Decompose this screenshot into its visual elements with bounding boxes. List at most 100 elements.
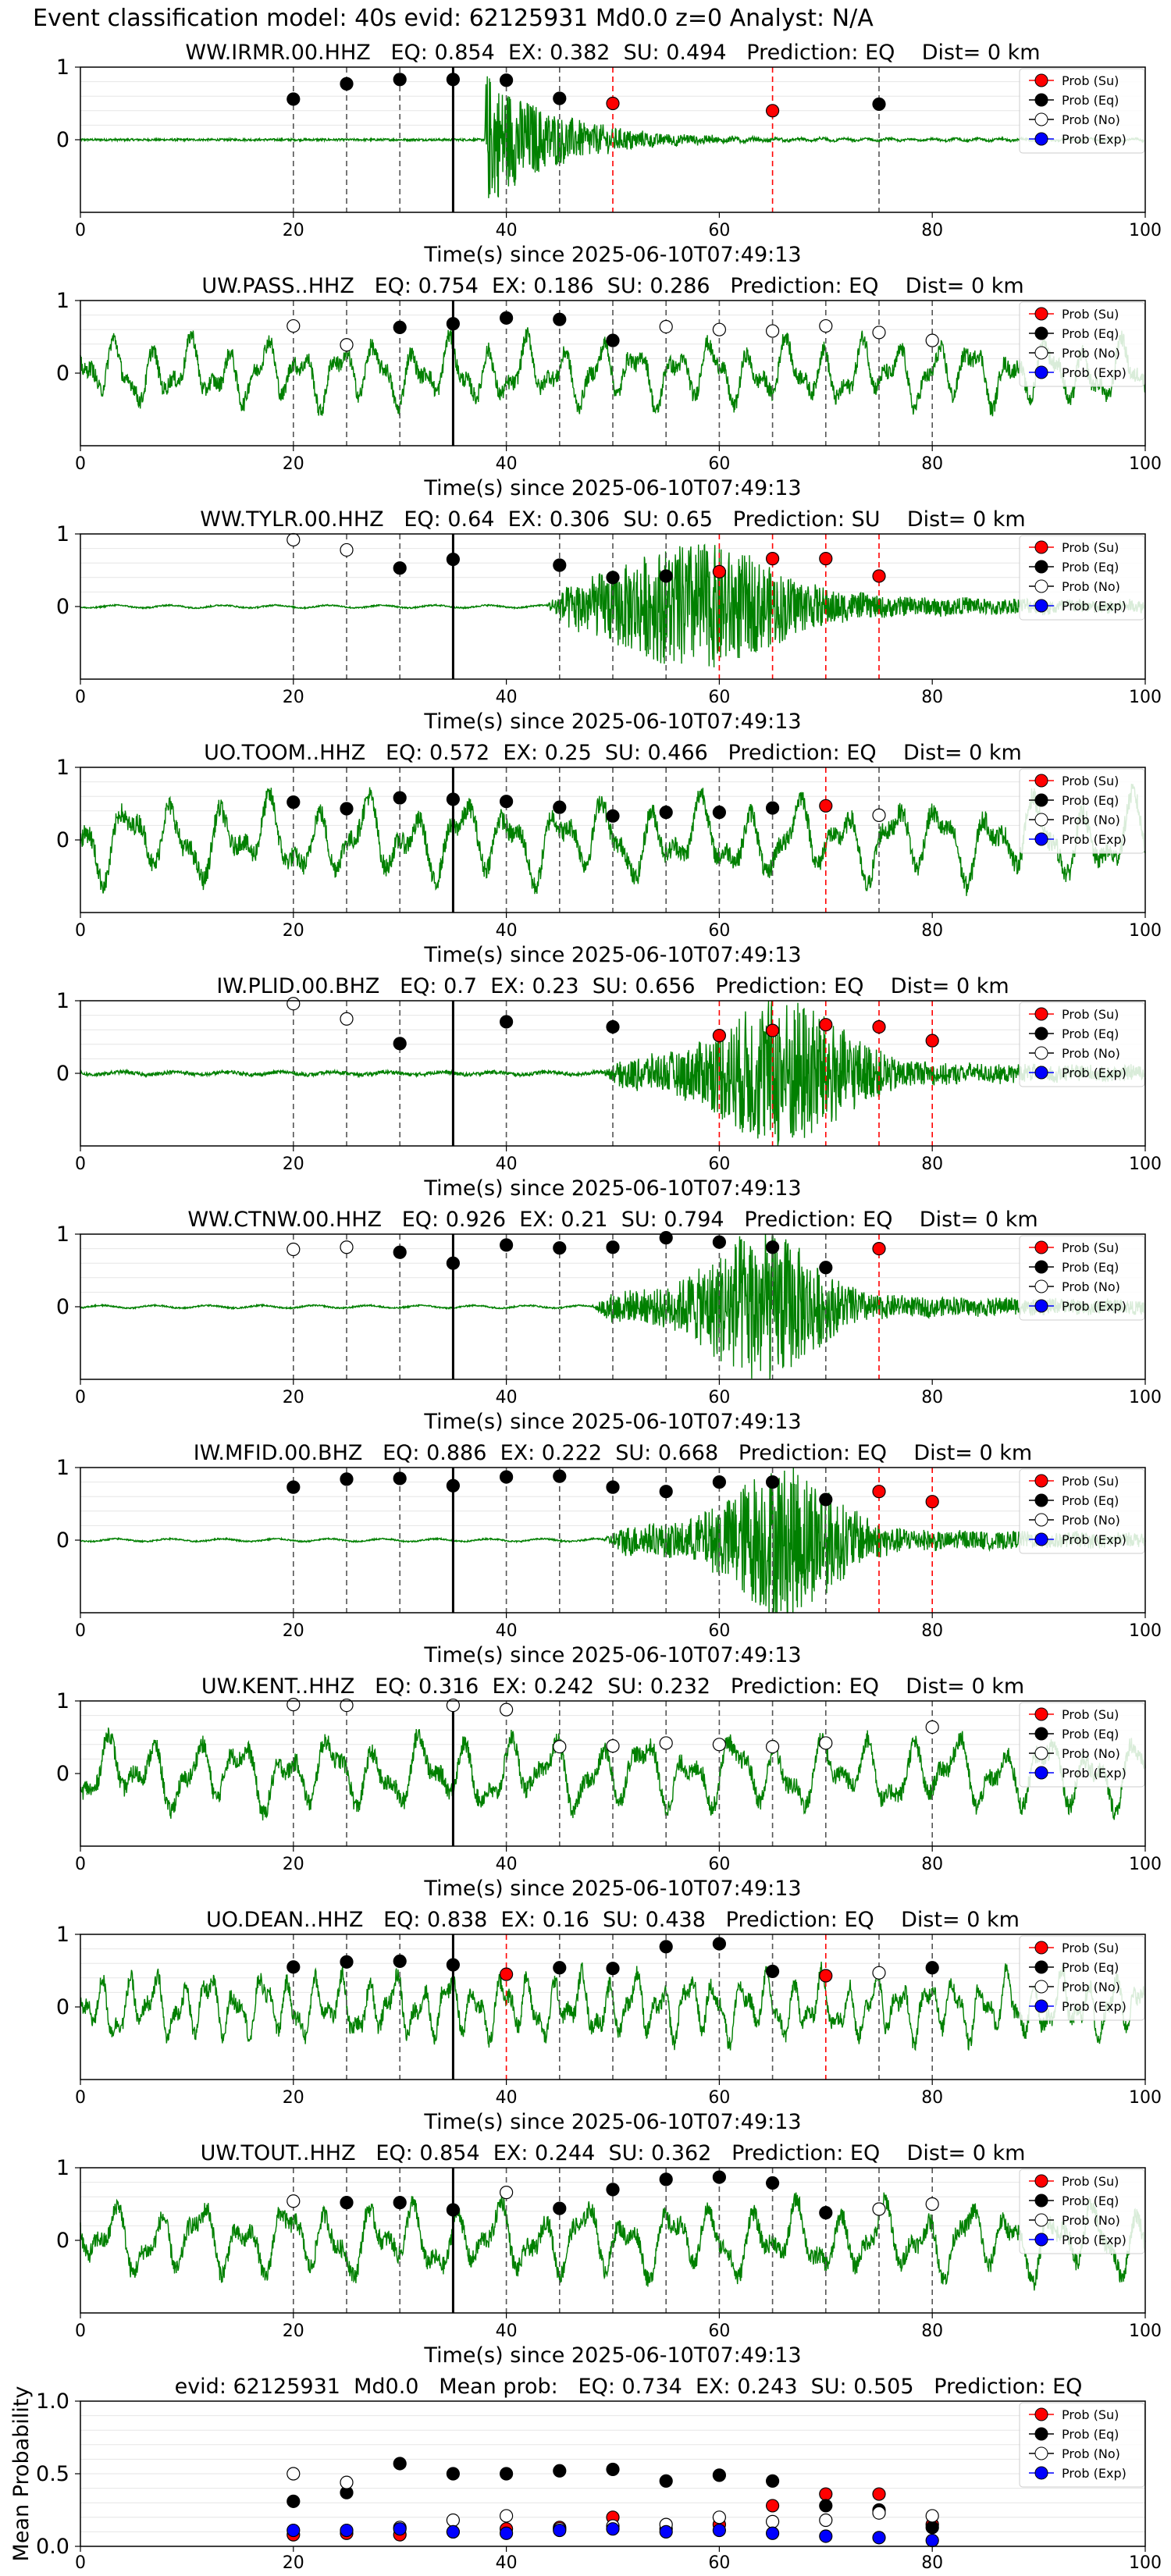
y-tick-label: 1 — [56, 1689, 69, 1713]
legend-marker-eq — [1034, 2194, 1048, 2208]
prob-point-su — [819, 552, 833, 566]
legend-marker-su — [1034, 1941, 1048, 1955]
x-tick-label: 100 — [1129, 454, 1162, 474]
legend-marker-exp — [1034, 2466, 1048, 2480]
y-tick-label: 0 — [56, 1295, 69, 1319]
prob-point-no — [819, 318, 833, 333]
legend-entry-label: Prob (Su) — [1062, 1941, 1119, 1955]
x-axis-label: Time(s) since 2025-06-10T07:49:13 — [423, 1643, 801, 1667]
y-tick-label: 0 — [56, 595, 69, 619]
prob-point-eq — [606, 1962, 620, 1976]
y-axis-label: Mean Probability — [9, 2386, 34, 2562]
prob-point-su — [606, 96, 620, 111]
x-tick-label: 80 — [921, 688, 943, 707]
prob-point-eq — [659, 1485, 673, 1499]
legend-entry-label: Prob (Eq) — [1062, 2194, 1119, 2208]
x-tick-label: 20 — [283, 221, 304, 240]
y-tick-label: 0 — [56, 2229, 69, 2253]
x-tick-label: 40 — [496, 2088, 518, 2108]
y-tick-label: 1 — [56, 1222, 69, 1247]
legend-entry-label: Prob (Exp) — [1062, 1766, 1127, 1781]
legend-marker-su — [1034, 73, 1048, 87]
prob-point-no — [340, 543, 354, 557]
mean-point-exp — [499, 2526, 514, 2540]
prob-point-no — [340, 1012, 354, 1026]
x-tick-label: 40 — [496, 221, 518, 240]
mean-point-eq — [499, 2467, 514, 2481]
legend-marker-su — [1034, 1007, 1048, 1021]
x-tick-label: 60 — [708, 1621, 730, 1641]
y-tick-label: 1 — [56, 756, 69, 780]
prob-point-su — [925, 1495, 939, 1509]
legend-box — [1019, 2402, 1145, 2488]
legend-entry-label: Prob (Exp) — [1062, 132, 1127, 147]
legend-marker-eq — [1034, 1493, 1048, 1507]
prob-point-no — [659, 1736, 673, 1750]
x-tick-label: 60 — [708, 454, 730, 474]
prob-point-su — [872, 1241, 886, 1256]
station-panel: UO.DEAN..HHZ EQ: 0.838 EX: 0.16 SU: 0.43… — [56, 1908, 1162, 2134]
x-tick-label: 0 — [75, 454, 86, 474]
prob-point-eq — [659, 569, 673, 583]
x-tick-label: 0 — [75, 1388, 86, 1407]
prob-point-eq — [287, 795, 301, 809]
mean-point-no — [925, 2509, 939, 2523]
mean-probability-panel: evid: 62125931 Md0.0 Mean prob: EQ: 0.73… — [9, 2375, 1162, 2573]
mean-point-exp — [925, 2533, 939, 2548]
station-panel: WW.IRMR.00.HHZ EQ: 0.854 EX: 0.382 SU: 0… — [56, 41, 1162, 267]
legend-entry-label: Prob (Su) — [1062, 1240, 1119, 1255]
prob-point-eq — [553, 91, 567, 105]
legend-marker-eq — [1034, 93, 1048, 107]
legend-box — [1019, 1235, 1145, 1321]
x-tick-label: 80 — [921, 1855, 943, 1874]
mean-point-eq — [393, 2457, 407, 2471]
legend-box — [1019, 301, 1145, 387]
x-tick-label: 100 — [1129, 2322, 1162, 2341]
y-tick-label: 0 — [56, 1762, 69, 1786]
legend-entry-label: Prob (Su) — [1062, 307, 1119, 322]
legend-marker-no — [1034, 1046, 1048, 1060]
prob-point-eq — [287, 1960, 301, 1974]
prob-point-eq — [553, 1961, 567, 1975]
legend-entry-label: Prob (Eq) — [1062, 1727, 1119, 1742]
prob-point-eq — [712, 806, 727, 820]
legend-marker-no — [1034, 2446, 1048, 2460]
prob-point-eq — [819, 1493, 833, 1507]
prob-point-eq — [446, 317, 461, 331]
x-tick-label: 0 — [75, 921, 86, 941]
x-axis-label: Time(s) since 2025-06-10T07:49:13 — [423, 943, 801, 967]
x-axis-label: Time(s) since 2025-06-10T07:49:13 — [423, 1877, 801, 1901]
prob-point-eq — [553, 1469, 567, 1483]
y-tick-label: 0 — [56, 1528, 69, 1553]
panel-title: IW.MFID.00.BHZ EQ: 0.886 EX: 0.222 SU: 0… — [194, 1441, 1032, 1465]
legend-marker-no — [1034, 112, 1048, 126]
prob-point-eq — [499, 795, 514, 809]
x-tick-label: 0 — [75, 221, 86, 240]
mean-point-exp — [606, 2522, 620, 2536]
prob-point-eq — [765, 801, 780, 815]
waveform-trace — [80, 327, 1146, 417]
legend-marker-no — [1034, 1513, 1048, 1527]
prob-point-eq — [712, 1937, 727, 1951]
x-tick-label: 0 — [75, 2553, 86, 2573]
mean-point-no — [872, 2506, 886, 2520]
legend-marker-no — [1034, 1746, 1048, 1760]
legend-marker-su — [1034, 2407, 1048, 2421]
x-tick-label: 60 — [708, 1155, 730, 1174]
prob-point-no — [872, 326, 886, 340]
x-axis-label: Time(s) since 2025-06-10T07:49:13 — [423, 1176, 801, 1201]
legend-entry-label: Prob (Eq) — [1062, 1026, 1119, 1041]
waveform-trace — [80, 543, 1146, 667]
x-tick-label: 80 — [921, 921, 943, 941]
legend-entry-label: Prob (Su) — [1062, 540, 1119, 555]
mean-point-eq — [606, 2462, 620, 2477]
prob-point-eq — [446, 552, 461, 567]
x-tick-label: 40 — [496, 2553, 518, 2573]
prob-point-eq — [499, 1238, 514, 1252]
legend-marker-eq — [1034, 1026, 1048, 1041]
legend-entry-label: Prob (Su) — [1062, 2174, 1119, 2189]
legend-marker-no — [1034, 1279, 1048, 1293]
prob-point-no — [712, 1738, 727, 1752]
legend-entry-label: Prob (Exp) — [1062, 1066, 1127, 1080]
y-tick-label: 1 — [56, 289, 69, 313]
